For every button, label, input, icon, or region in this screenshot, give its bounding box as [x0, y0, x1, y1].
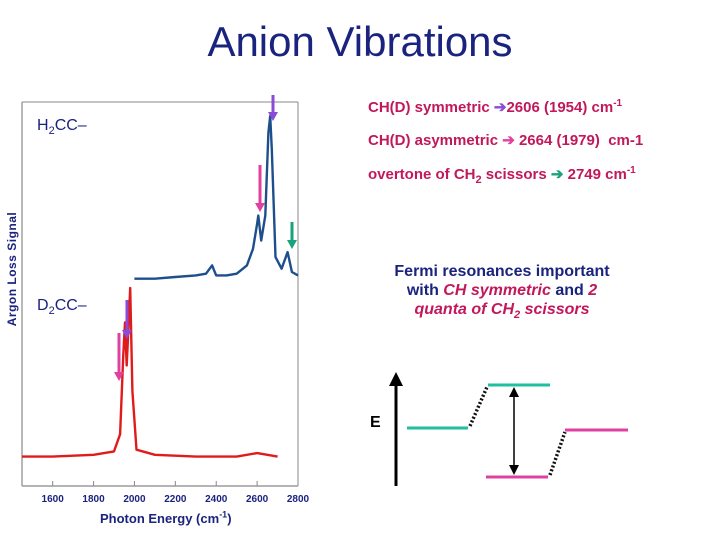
fermi-line-2: with CH symmetric and 2	[406, 282, 598, 299]
symmetric-annotation: CH(D) symmetric ➔2606 (1954) cm-1	[368, 98, 622, 116]
energy-axis-arrowhead	[389, 372, 403, 386]
coupling-dots-right	[548, 431, 567, 476]
x-tick-label: 2200	[164, 494, 187, 505]
fermi-line-1: Fermi resonances important	[394, 263, 610, 280]
resonance-arrowhead-down	[509, 465, 519, 475]
x-axis-label: Photon Energy (cm-1)	[100, 510, 232, 526]
h2-asymmetric-arrowhead	[268, 112, 278, 121]
x-tick-label: 1600	[42, 494, 65, 505]
x-tick-label: 1800	[82, 494, 105, 505]
x-tick-label: 2600	[246, 494, 269, 505]
symmetric-value: 2606 (1954) cm-1	[506, 98, 623, 116]
y-axis-label: Argon Loss Signal	[5, 211, 19, 327]
asymmetric-label: CH(D) asymmetric	[368, 132, 499, 149]
symmetric-label: CH(D) symmetric	[368, 99, 490, 116]
fermi-note: Fermi resonances important with CH symme…	[372, 262, 632, 325]
fermi-line-3: quanta of CH2 scissors	[414, 301, 590, 322]
d2-symmetric-arrowhead	[114, 372, 124, 381]
asymmetric-value: 2664 (1979) cm-1	[518, 132, 644, 149]
overtone-annotation: overtone of CH2 scissors ➔ 2749 cm-1	[368, 165, 636, 186]
resonance-arrowhead-up	[509, 387, 519, 397]
h2-symmetric-arrowhead	[255, 203, 265, 212]
asymmetric-annotation: CH(D) asymmetric ➔ 2664 (1979) cm-1	[368, 131, 643, 149]
d2cc-label: D2CC–	[37, 297, 87, 318]
h2cc-label: H2CC–	[37, 117, 87, 138]
d2-asymmetric-arrowhead	[122, 330, 132, 339]
x-axis-label-text: Photon Energy (cm-1)	[100, 510, 232, 527]
slide-title: Anion Vibrations	[207, 18, 513, 65]
coupling-dots-left	[468, 386, 489, 427]
x-tick-label: 2400	[205, 494, 228, 505]
x-tick-label: 2800	[287, 494, 310, 505]
symmetric-arrow-icon: ➔	[493, 99, 507, 116]
energy-axis-label: E	[370, 414, 381, 431]
series-line-h2cc	[134, 114, 299, 280]
h2-overtone-arrowhead	[287, 240, 297, 249]
overtone-value: 2749 cm-1	[567, 165, 636, 183]
x-tick-label: 2000	[123, 494, 146, 505]
overtone-arrow-icon: ➔	[550, 166, 564, 183]
asymmetric-arrow-icon: ➔	[502, 132, 515, 149]
overtone-label: overtone of CH2 scissors	[368, 166, 547, 186]
